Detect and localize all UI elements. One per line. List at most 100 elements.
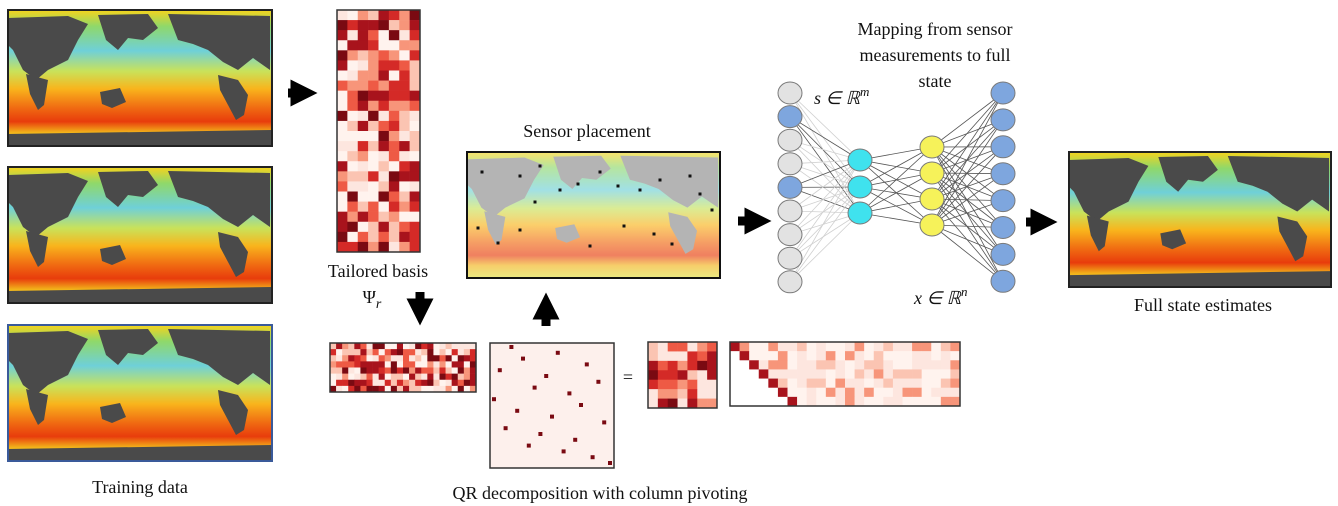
matrix-cell [931, 360, 941, 369]
matrix-cell [358, 111, 369, 121]
matrix-cell [358, 71, 369, 81]
matrix-cell [368, 60, 379, 70]
matrix-cell [816, 342, 826, 351]
matrix-cell [458, 343, 464, 349]
sensor-point [519, 175, 522, 178]
matrix-cell [903, 342, 913, 351]
matrix-cell [826, 397, 836, 406]
nn-edge [932, 93, 1003, 173]
matrix-cell [931, 379, 941, 388]
matrix-cell [845, 342, 855, 351]
matrix-cell [385, 355, 391, 361]
nn-node [778, 82, 802, 104]
matrix-cell [379, 343, 385, 349]
matrix-cell [874, 369, 884, 378]
matrix-cell [788, 369, 798, 378]
matrix-cell [427, 355, 433, 361]
matrix-cell [903, 397, 913, 406]
matrix-cell [707, 351, 717, 361]
matrix-cell [922, 351, 932, 360]
matrix-cell [389, 121, 400, 131]
matrix-cell [399, 71, 410, 81]
nn-node [778, 106, 802, 128]
matrix-cell [950, 397, 960, 406]
matrix-cell [648, 399, 658, 409]
matrix-cell [797, 342, 807, 351]
matrix-cell [389, 60, 400, 70]
matrix-cell [368, 91, 379, 101]
matrix-cell [874, 388, 884, 397]
matrix-cell [707, 361, 717, 371]
matrix-cell [389, 10, 400, 20]
matrix-cell [358, 101, 369, 111]
matrix-cell [440, 355, 446, 361]
matrix-cell [658, 370, 668, 380]
matrix-cell [358, 171, 369, 181]
matrix-cell [845, 397, 855, 406]
matrix-cell [903, 379, 913, 388]
matrix-cell [360, 368, 366, 374]
sensor-point [577, 183, 580, 186]
matrix-cell [337, 81, 348, 91]
matrix-cell [464, 374, 470, 380]
matrix-cell [668, 380, 678, 390]
matrix-cell [509, 345, 513, 349]
matrix-cell [433, 349, 439, 355]
matrix-cell [358, 50, 369, 60]
training-map [8, 10, 272, 146]
matrix-cell [379, 380, 385, 386]
matrix-cell [740, 379, 750, 388]
matrix-cell [379, 131, 390, 141]
matrix-cell [421, 355, 427, 361]
matrix-cell [707, 370, 717, 380]
matrix-cell [410, 151, 421, 161]
matrix-cell [658, 361, 668, 371]
matrix-cell [399, 192, 410, 202]
matrix-cell [368, 121, 379, 131]
matrix-cell [337, 101, 348, 111]
matrix-cell [410, 171, 421, 181]
matrix-cell [550, 415, 554, 419]
matrix-frame [490, 343, 614, 468]
matrix-cell [458, 361, 464, 367]
matrix-cell [749, 360, 759, 369]
matrix-cell [379, 71, 390, 81]
matrix-cell [903, 388, 913, 397]
nn-node [920, 188, 944, 210]
matrix-cell [648, 380, 658, 390]
matrix-cell [941, 369, 951, 378]
sensor-point [623, 225, 626, 228]
nn-node [778, 271, 802, 293]
matrix-cell [409, 355, 415, 361]
matrix-cell [379, 111, 390, 121]
matrix-cell [337, 181, 348, 191]
matrix-cell [409, 361, 415, 367]
matrix-cell [433, 368, 439, 374]
matrix-cell [504, 426, 508, 430]
nn-node [991, 190, 1015, 212]
matrix-cell [740, 369, 750, 378]
matrix-cell [864, 379, 874, 388]
matrix-cell [816, 397, 826, 406]
matrix-cell [421, 380, 427, 386]
matrix-cell [883, 351, 893, 360]
matrix-cell [337, 91, 348, 101]
matrix-cell [385, 343, 391, 349]
nn-edge [932, 199, 1003, 281]
matrix-cell [903, 369, 913, 378]
matrix-cell [464, 361, 470, 367]
matrix-cell [399, 242, 410, 252]
matrix-cell [397, 349, 403, 355]
matrix-cell [337, 30, 348, 40]
matrix-cell [464, 380, 470, 386]
matrix-cell [360, 355, 366, 361]
matrix-cell [397, 380, 403, 386]
matrix-cell [358, 20, 369, 30]
matrix-cell [410, 40, 421, 50]
matrix-cell [399, 131, 410, 141]
matrix-cell [410, 91, 421, 101]
matrix-cell [336, 349, 342, 355]
matrix-cell [337, 141, 348, 151]
matrix-cell [807, 369, 817, 378]
matrix-cell [410, 111, 421, 121]
